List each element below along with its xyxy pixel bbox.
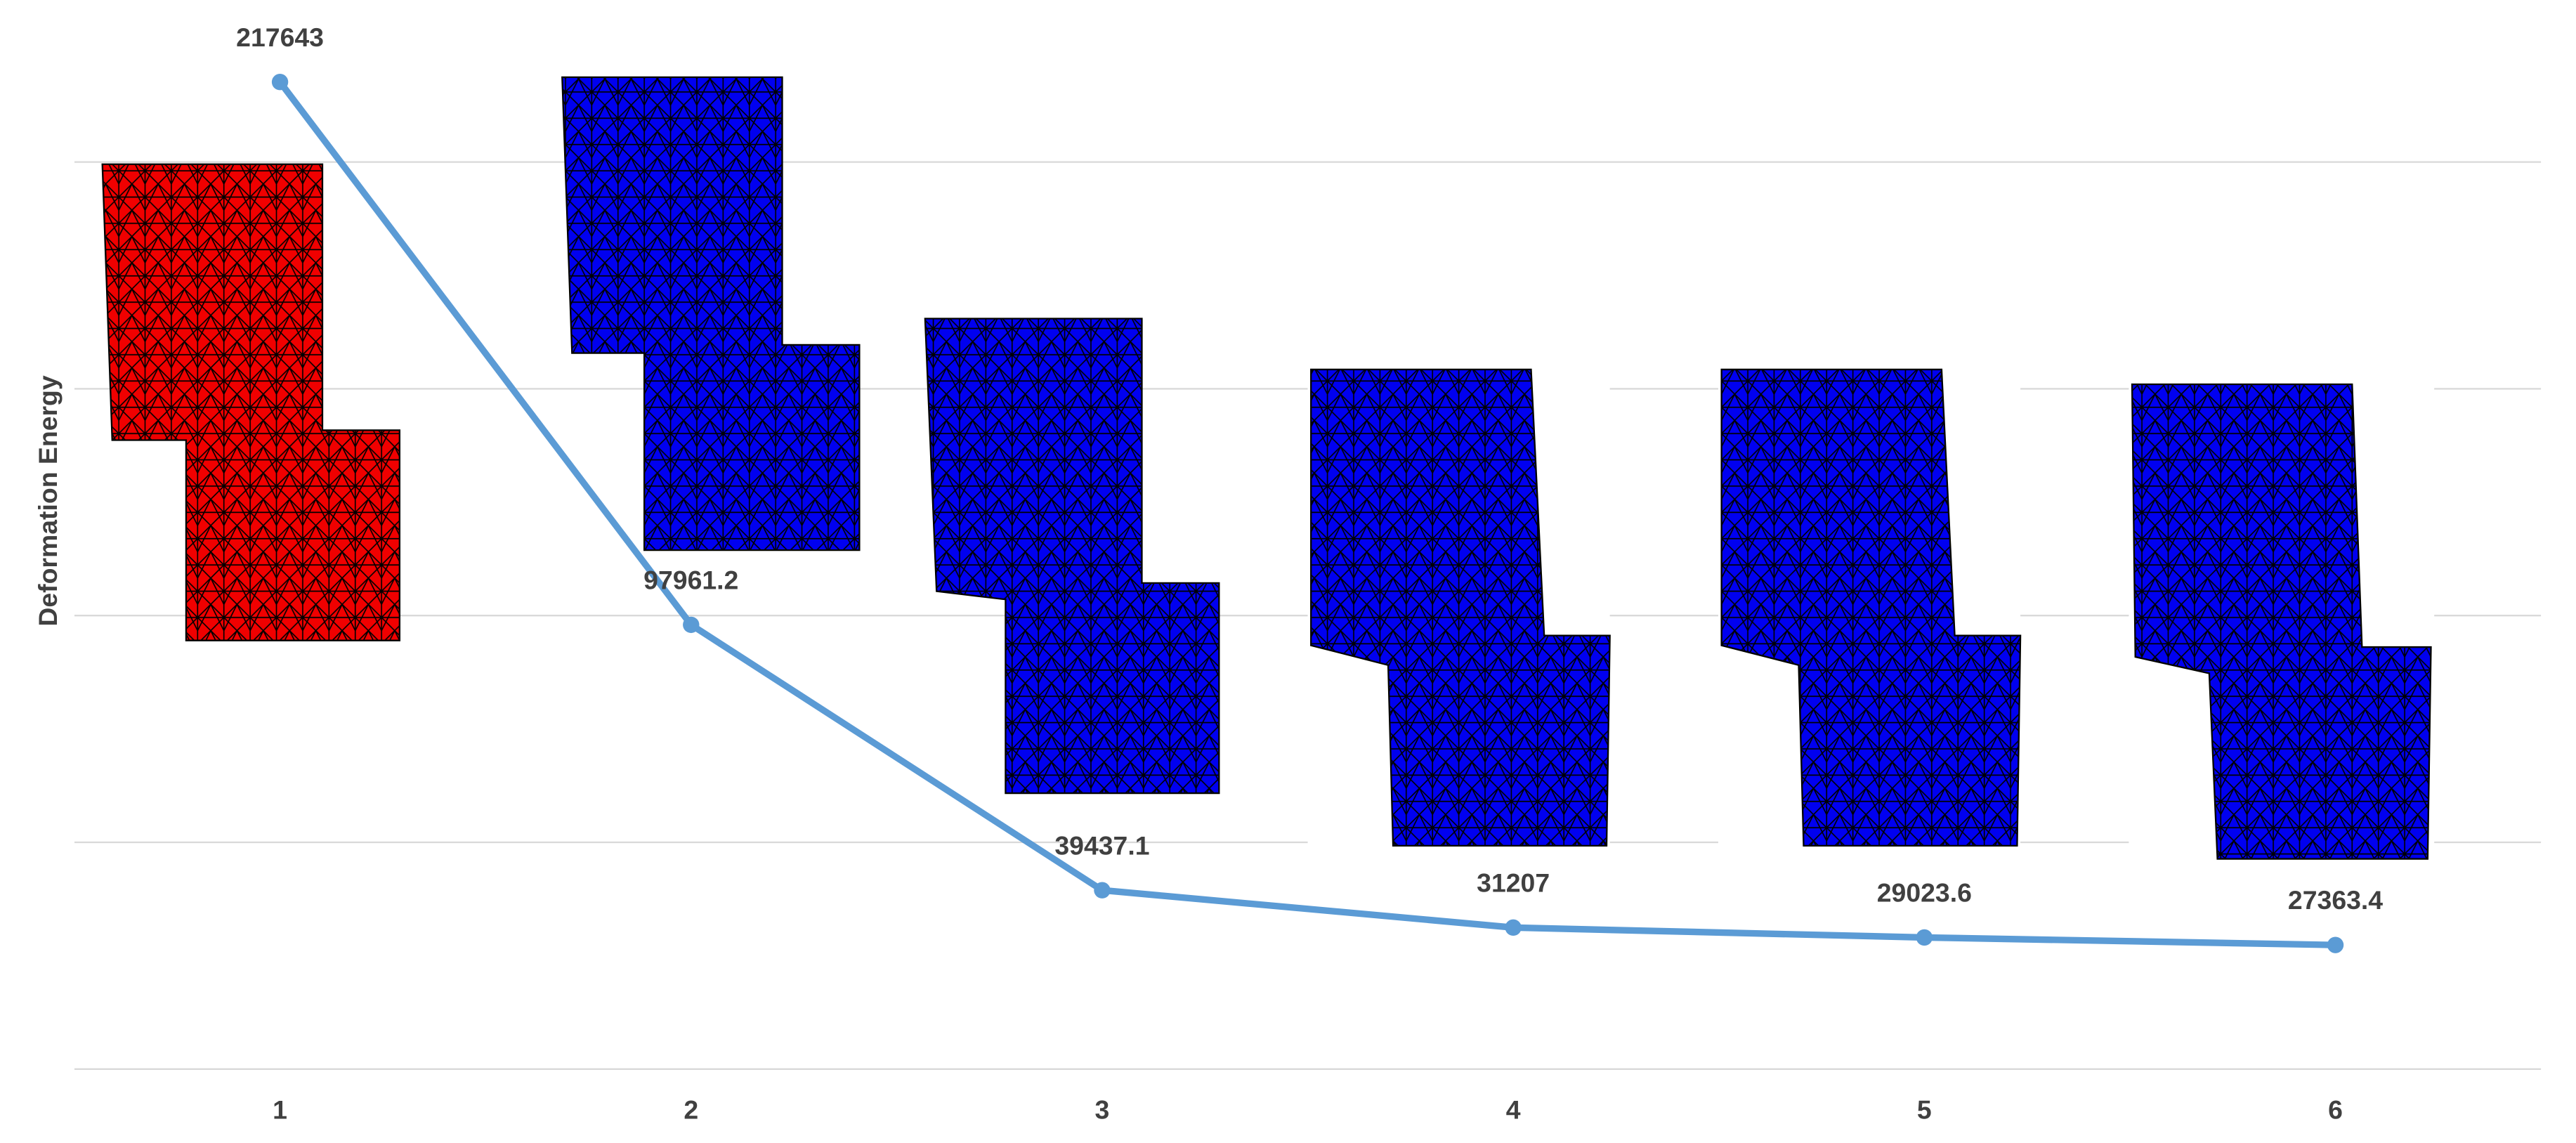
marker [1916,929,1933,946]
x-tick-label: 3 [1095,1095,1110,1124]
marker [2327,936,2344,953]
mesh-red [101,163,401,641]
marker [1505,919,1522,936]
data-label: 39437.1 [1054,830,1149,860]
mesh-illustrations [101,76,2435,863]
data-label: 31207 [1477,868,1550,897]
data-label: 97961.2 [643,565,738,594]
marker [683,616,700,634]
mesh-blue [561,76,2432,860]
marker [1094,882,1111,899]
data-label: 27363.4 [2288,885,2383,915]
line [277,79,2336,948]
x-tick-label: 5 [1917,1095,1932,1124]
data-label: 217643 [236,22,324,52]
x-tick-label: 6 [2328,1095,2343,1124]
data-label: 29023.6 [1877,878,1972,908]
x-tick-label: 2 [684,1095,698,1124]
y-axis-label: Deformation Energy [33,375,63,627]
marker [271,74,289,91]
x-tick-label: 4 [1506,1095,1521,1124]
x-tick-label: 1 [273,1095,287,1124]
